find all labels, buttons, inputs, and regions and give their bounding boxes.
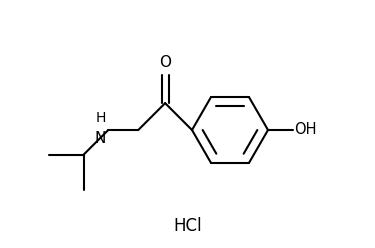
Text: N: N [95, 131, 106, 146]
Text: OH: OH [294, 123, 316, 137]
Text: O: O [159, 55, 171, 70]
Text: HCl: HCl [174, 217, 202, 235]
Text: H: H [96, 111, 106, 125]
